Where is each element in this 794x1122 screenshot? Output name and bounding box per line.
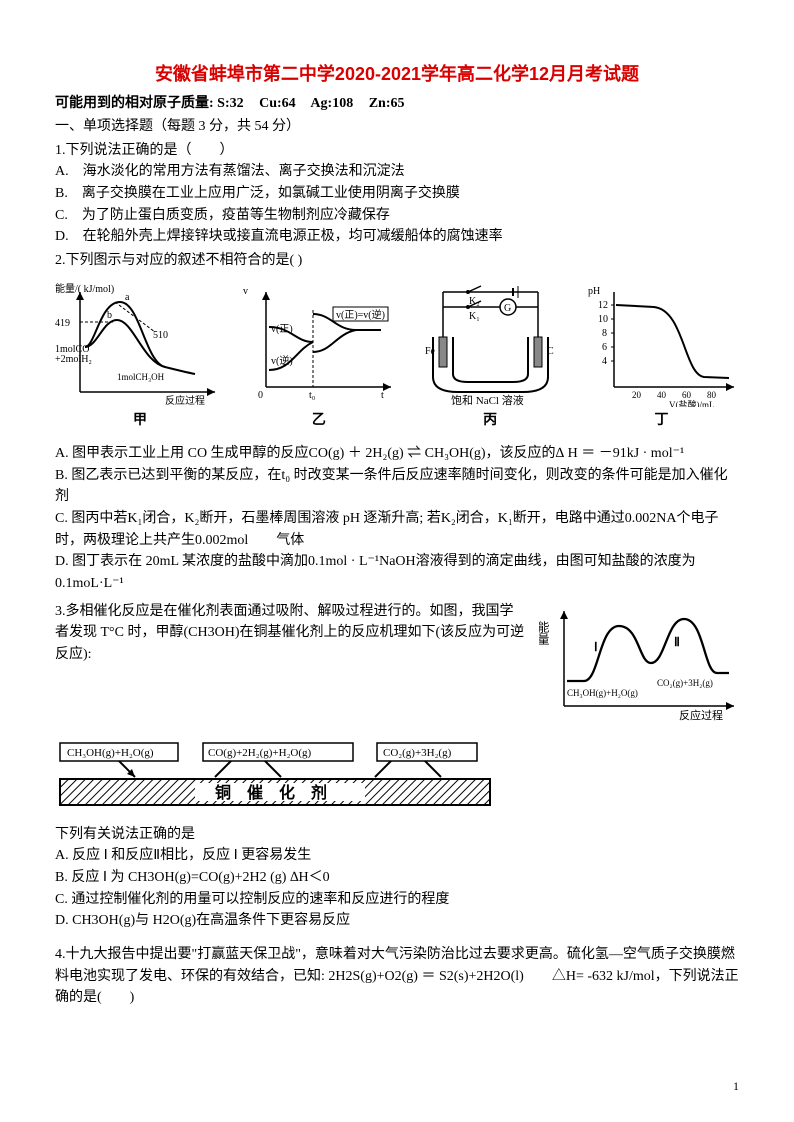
atomic-Zn: Zn:65 [369,96,405,111]
diagram-jia-caption: 甲 [55,409,225,429]
svg-text:CH₃OH(g)+H₂O(g): CH₃OH(g)+H₂O(g) [567,688,638,698]
q1-B: B. 离子交换膜在工业上应用广泛，如氯碱工业使用阴离子交换膜 [55,183,739,205]
svg-text:1molCH₃OH: 1molCH₃OH [117,372,165,382]
svg-text:10: 10 [598,314,608,325]
svg-text:v: v [243,286,248,297]
q3-lead: 下列有关说法正确的是 [55,824,739,846]
diagram-yi: v v(正) v(逆) v(正)=v(逆) t₀ 0 t 乙 [241,282,396,429]
q4-stem: 4.十九大报告中提出要"打赢蓝天保卫战"，意味着对大气污染防治比过去要求更高。硫… [55,944,739,1009]
svg-text:CO₂(g)+3H₂(g): CO₂(g)+3H₂(g) [657,678,713,688]
exam-title: 安徽省蚌埠市第二中学2020-2021学年高二化学12月月考试题 [55,60,739,86]
q3-A: A. 反应 Ⅰ 和反应Ⅱ相比，反应 Ⅰ 更容易发生 [55,845,739,867]
svg-text:510: 510 [153,330,168,341]
svg-text:G: G [504,303,511,314]
q1-D: D. 在轮船外壳上焊接锌块或接直流电源正极，均可减缓船体的腐蚀速率 [55,226,739,248]
q2-C: C. 图丙中若K₁闭合，K₂断开，石墨棒周围溶液 pH 逐渐升高; 若K₂闭合，… [55,508,739,551]
q2-stem: 2.下列图示与对应的叙述不相符合的是( ) [55,250,739,272]
svg-text:饱和 NaCl 溶液: 饱和 NaCl 溶液 [451,393,524,407]
svg-text:反应过程: 反应过程 [165,394,205,407]
svg-text:铜 催 化 剂: 铜 催 化 剂 [215,783,327,802]
q1-A: A. 海水淡化的常用方法有蒸馏法、离子交换法和沉淀法 [55,161,739,183]
svg-text:Ⅱ: Ⅱ [674,635,680,649]
svg-text:反应过程: 反应过程 [679,708,723,722]
atomic-label: 可能用到的相对原子质量: [55,96,214,111]
svg-text:能量: 能量 [539,620,550,644]
atomic-Ag: Ag:108 [310,96,353,111]
diagram-yi-caption: 乙 [241,409,396,429]
q3-stem: 3.多相催化反应是在催化剂表面通过吸附、解吸过程进行的。如图，我国学者发现 T°… [55,601,527,666]
svg-text:60: 60 [682,390,692,400]
svg-text:v(逆): v(逆) [271,354,293,367]
q2-A: A. 图甲表示工业上用 CO 生成甲醇的反应CO(g) ＋ 2H₂(g) ⇌ C… [55,443,739,465]
svg-text:CO(g)+2H₂(g)+H₂O(g): CO(g)+2H₂(g)+H₂O(g) [208,747,312,759]
svg-text:v(正): v(正) [271,324,293,335]
q3-catalyst-band: CH₃OH(g)+H₂O(g) CO(g)+2H₂(g)+H₂O(g) CO₂(… [55,741,739,816]
svg-text:8: 8 [602,328,607,339]
diagram-jia: 419 510 a b 能量/( kJ/mol) 1molCO +2molH₂ … [55,282,225,429]
svg-text:t: t [381,390,384,401]
svg-text:6: 6 [602,342,607,353]
page-number: 1 [733,1079,739,1094]
q2-diagrams: 419 510 a b 能量/( kJ/mol) 1molCO +2molH₂ … [55,282,739,429]
q3-energy-diagram: 能量 Ⅰ Ⅱ CH₃OH(g)+H₂O(g) CO₂(g)+3H₂(g) 反应过… [539,601,739,731]
q2-B: B. 图乙表示已达到平衡的某反应，在t₀ 时改变某一条件后反应速率随时间变化，则… [55,465,739,508]
q1-C: C. 为了防止蛋白质变质，疫苗等生物制剂应冷藏保存 [55,205,739,227]
svg-text:80: 80 [707,390,717,400]
svg-text:+2molH₂: +2molH₂ [55,354,92,365]
atomic-Cu: Cu:64 [259,96,296,111]
atomic-S: S:32 [217,96,243,111]
q3-D: D. CH3OH(g)与 H2O(g)在高温条件下更容易反应 [55,910,739,932]
svg-text:40: 40 [657,390,667,400]
section-1-heading: 一、单项选择题（每题 3 分，共 54 分） [55,116,739,138]
svg-text:能量/( kJ/mol): 能量/( kJ/mol) [55,282,114,295]
diagram-ding: pH 12 10 8 6 4 20 40 60 80 V(盐酸)/mL 丁 [584,282,739,429]
svg-text:12: 12 [598,300,608,311]
svg-text:b: b [107,310,112,321]
svg-text:a: a [125,292,130,303]
svg-text:20: 20 [632,390,642,400]
band-box1: CH₃OH(g)+H₂O(g) [67,747,154,759]
diagram-bing-caption: 丙 [413,409,568,429]
svg-text:t₀: t₀ [309,390,316,401]
svg-text:K₁: K₁ [469,311,480,322]
svg-text:pH: pH [588,286,600,297]
diagram-bing: K₂ K₁ G Fe C 饱和 NaCl 溶液 丙 [413,282,568,429]
svg-text:419: 419 [55,318,70,329]
svg-text:v(正)=v(逆): v(正)=v(逆) [336,308,385,321]
q3-C: C. 通过控制催化剂的用量可以控制反应的速率和反应进行的程度 [55,889,739,911]
q1-stem: 1.下列说法正确的是（ ） [55,140,739,162]
q2-D: D. 图丁表示在 20mL 某浓度的盐酸中滴加0.1mol · L⁻¹NaOH溶… [55,551,739,594]
svg-text:Ⅰ: Ⅰ [594,640,598,654]
svg-text:4: 4 [602,356,607,367]
atomic-mass-line: 可能用到的相对原子质量: S:32 Cu:64 Ag:108 Zn:65 [55,92,739,112]
q3-B: B. 反应 Ⅰ 为 CH3OH(g)=CO(g)+2H2 (g) ∆H＜0 [55,867,739,889]
svg-text:CO₂(g)+3H₂(g): CO₂(g)+3H₂(g) [383,747,452,759]
diagram-ding-caption: 丁 [584,409,739,429]
svg-text:V(盐酸)/mL: V(盐酸)/mL [669,399,715,407]
svg-text:0: 0 [258,390,263,401]
